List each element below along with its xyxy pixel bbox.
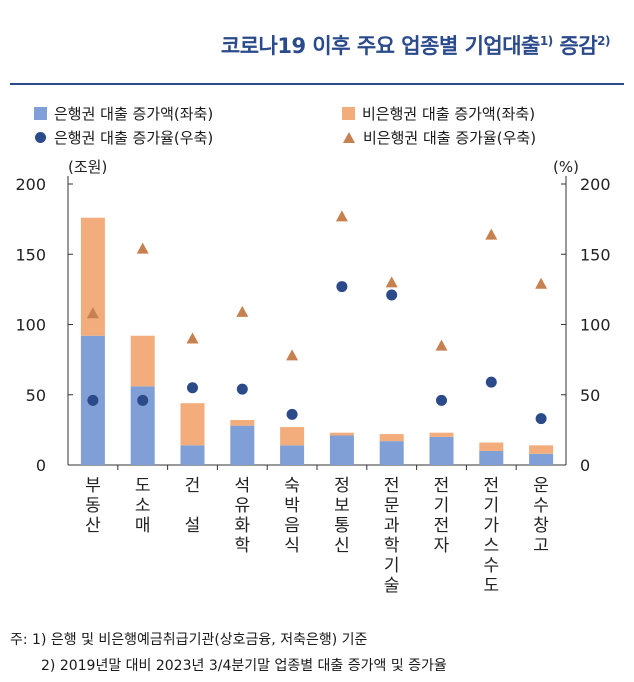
- bar-bank-amount: [479, 450, 504, 465]
- legend-swatch-nonbank-amount: [342, 107, 355, 120]
- y-axis-label-right: (%): [553, 158, 579, 176]
- bar-bank-amount: [429, 436, 454, 465]
- point-nonbank-rate: [385, 276, 398, 288]
- point-nonbank-rate: [535, 277, 548, 289]
- y-tick-label-right: 50: [580, 386, 600, 405]
- bar-nonbank-amount: [529, 445, 554, 454]
- point-bank-rate: [436, 394, 447, 406]
- point-nonbank-rate: [286, 349, 299, 361]
- point-nonbank-rate: [236, 305, 249, 317]
- y-tick-label-left: 200: [15, 175, 46, 194]
- point-bank-rate: [485, 376, 497, 388]
- bar-bank-amount: [529, 453, 554, 465]
- point-bank-rate: [137, 394, 149, 406]
- legend-swatch-bank-amount: [34, 107, 47, 120]
- y-tick-label-right: 150: [580, 245, 611, 264]
- point-bank-rate: [286, 408, 298, 420]
- bar-bank-amount: [280, 445, 305, 465]
- title-rule: [10, 83, 624, 85]
- legend-item-nonbank-rate: 비은행권 대출 증가율(우축): [342, 127, 536, 148]
- bar-bank-amount: [329, 435, 354, 465]
- title-footnote-1: 1): [539, 34, 553, 48]
- bar-nonbank-amount: [280, 427, 305, 446]
- bar-nonbank-amount: [180, 403, 205, 446]
- bar-bank-amount: [180, 445, 205, 465]
- bar-nonbank-amount: [429, 432, 454, 437]
- legend-label-bank-amount: 은행권 대출 증가액(좌축): [54, 105, 214, 123]
- point-nonbank-rate: [335, 210, 348, 222]
- legend-marker-bank-rate: [35, 132, 46, 143]
- footnote-1: 주: 1) 은행 및 비은행예금취급기관(상호금융, 저축은행) 기준: [10, 632, 368, 648]
- point-nonbank-rate: [186, 332, 199, 344]
- legend-item-bank-rate: 은행권 대출 증가율(우축): [34, 127, 213, 148]
- bar-nonbank-amount: [379, 434, 404, 442]
- y-tick-label-right: 100: [580, 316, 611, 335]
- y-tick-label-left: 50: [26, 386, 46, 405]
- legend-item-bank-amount: 은행권 대출 증가액(좌축): [34, 103, 213, 124]
- y-tick-label-right: 0: [580, 456, 590, 475]
- chart-title: 코로나19 이후 주요 업종별 기업대출1) 증감2): [220, 30, 611, 60]
- y-tick-label-left: 150: [15, 245, 46, 264]
- point-bank-rate: [336, 281, 348, 293]
- bar-bank-amount: [379, 441, 404, 465]
- point-bank-rate: [187, 382, 198, 394]
- point-bank-rate: [87, 394, 99, 406]
- y-tick-label-left: 0: [36, 456, 46, 475]
- legend-label-nonbank-rate: 비은행권 대출 증가율(우축): [363, 129, 537, 147]
- bar-nonbank-amount: [130, 335, 155, 387]
- legend-marker-nonbank-rate: [343, 132, 355, 143]
- point-bank-rate: [386, 289, 398, 301]
- y-axis-label-left: (조원): [68, 158, 107, 176]
- point-nonbank-rate: [435, 339, 448, 351]
- bar-nonbank-amount: [230, 420, 255, 426]
- bar-bank-amount: [230, 425, 255, 465]
- point-bank-rate: [236, 383, 248, 395]
- point-bank-rate: [535, 413, 547, 425]
- x-tick-label: 건 설: [185, 476, 201, 536]
- bar-nonbank-amount: [479, 442, 504, 451]
- point-nonbank-rate: [86, 307, 99, 319]
- legend-item-nonbank-amount: 비은행권 대출 증가액(좌축): [342, 103, 535, 124]
- legend-label-nonbank-amount: 비은행권 대출 증가액(좌축): [362, 105, 536, 123]
- y-tick-label-right: 200: [580, 175, 611, 194]
- point-nonbank-rate: [136, 242, 149, 254]
- legend-label-bank-rate: 은행권 대출 증가율(우축): [54, 129, 214, 147]
- title-footnote-2: 2): [597, 34, 610, 48]
- chart-title-text: 코로나19 이후 주요 업종별 기업대출: [220, 34, 540, 58]
- chart-title-text-2: 증감: [552, 34, 598, 58]
- footnote-2: 2) 2019년말 대비 2023년 3/4분기말 업종별 대출 증가액 및 증…: [41, 658, 447, 674]
- point-nonbank-rate: [485, 228, 498, 240]
- bar-nonbank-amount: [329, 432, 354, 436]
- y-tick-label-left: 100: [15, 316, 46, 335]
